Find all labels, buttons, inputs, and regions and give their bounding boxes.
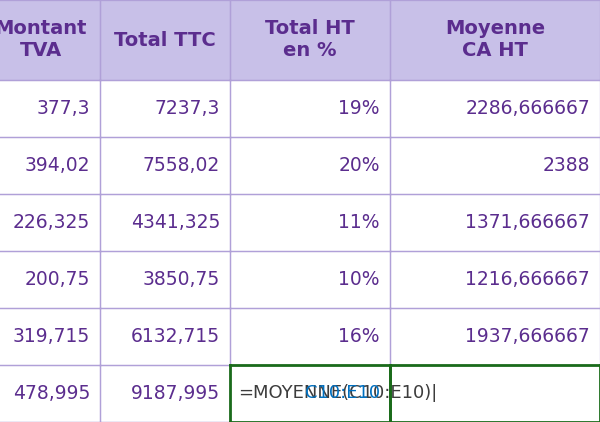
Bar bbox=[0, 365, 100, 422]
Bar bbox=[390, 251, 600, 308]
Text: 2286,666667: 2286,666667 bbox=[465, 99, 590, 118]
Bar bbox=[390, 80, 600, 137]
Text: =MOYENNE(C10:E10)|: =MOYENNE(C10:E10)| bbox=[238, 384, 437, 403]
Text: Montant
TVA: Montant TVA bbox=[0, 19, 87, 60]
Bar bbox=[390, 0, 600, 80]
Bar bbox=[100, 308, 230, 365]
Text: 478,995: 478,995 bbox=[13, 384, 90, 403]
Bar bbox=[100, 194, 230, 251]
Bar bbox=[230, 0, 390, 80]
Text: 2388: 2388 bbox=[542, 156, 590, 175]
Text: Total TTC: Total TTC bbox=[114, 30, 216, 49]
Bar bbox=[230, 80, 390, 137]
Text: 319,715: 319,715 bbox=[13, 327, 90, 346]
Text: 4341,325: 4341,325 bbox=[131, 213, 220, 232]
Bar bbox=[100, 0, 230, 80]
Text: 6132,715: 6132,715 bbox=[131, 327, 220, 346]
Bar bbox=[390, 365, 600, 422]
Bar bbox=[230, 194, 390, 251]
Text: C10:E10: C10:E10 bbox=[305, 384, 380, 403]
Bar bbox=[100, 251, 230, 308]
Text: 7237,3: 7237,3 bbox=[155, 99, 220, 118]
Text: 7558,02: 7558,02 bbox=[143, 156, 220, 175]
Text: 9187,995: 9187,995 bbox=[131, 384, 220, 403]
Text: 11%: 11% bbox=[338, 213, 380, 232]
Bar bbox=[390, 137, 600, 194]
Text: 1937,666667: 1937,666667 bbox=[465, 327, 590, 346]
Text: 16%: 16% bbox=[338, 327, 380, 346]
Text: Moyenne
CA HT: Moyenne CA HT bbox=[445, 19, 545, 60]
Text: 226,325: 226,325 bbox=[13, 213, 90, 232]
Text: 10%: 10% bbox=[338, 270, 380, 289]
Text: 19%: 19% bbox=[338, 99, 380, 118]
Text: 20%: 20% bbox=[338, 156, 380, 175]
Bar bbox=[100, 80, 230, 137]
Text: 3850,75: 3850,75 bbox=[143, 270, 220, 289]
Text: 377,3: 377,3 bbox=[37, 99, 90, 118]
Bar bbox=[0, 80, 100, 137]
Text: 200,75: 200,75 bbox=[25, 270, 90, 289]
Bar bbox=[0, 251, 100, 308]
Bar bbox=[100, 365, 230, 422]
Bar bbox=[0, 194, 100, 251]
Bar bbox=[230, 251, 390, 308]
Text: 1216,666667: 1216,666667 bbox=[465, 270, 590, 289]
Bar bbox=[0, 308, 100, 365]
Bar bbox=[230, 308, 390, 365]
Bar bbox=[230, 365, 390, 422]
Bar bbox=[0, 0, 100, 80]
Bar bbox=[390, 194, 600, 251]
Bar bbox=[100, 137, 230, 194]
Bar bbox=[230, 137, 390, 194]
Bar bbox=[0, 137, 100, 194]
Bar bbox=[390, 308, 600, 365]
Text: Total HT
en %: Total HT en % bbox=[265, 19, 355, 60]
Text: 394,02: 394,02 bbox=[25, 156, 90, 175]
Text: 1371,666667: 1371,666667 bbox=[465, 213, 590, 232]
